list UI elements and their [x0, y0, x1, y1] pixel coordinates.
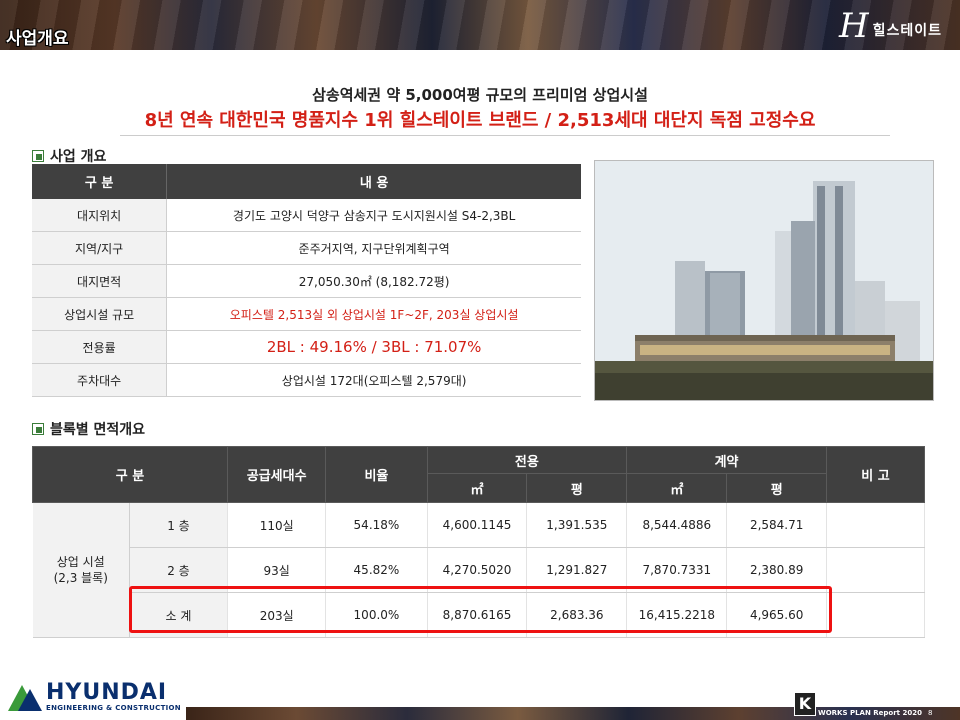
overview-heading-text: 사업 개요 [50, 149, 107, 165]
headline-highlight: 8년 연속 대한민국 명품지수 1위 힐스테이트 브랜드 / 2,513세대 대… [144, 110, 816, 131]
group-label-line1: 상업 시설 [56, 555, 105, 569]
supply-cell: 93실 [227, 547, 327, 593]
bullet-square-icon [32, 150, 44, 162]
contract-pyeong-cell: 2,380.89 [726, 547, 827, 593]
row-value: 오피스텔 2,513실 외 상업시설 1F~2F, 203실 상업시설 [166, 297, 581, 331]
col-ratio: 비율 [325, 446, 428, 503]
col-note: 비 고 [825, 446, 926, 503]
contract-sqm-cell: 7,870.7331 [626, 547, 728, 593]
col-contract-sqm: ㎡ [626, 473, 728, 503]
row-value: 2BL : 49.16% / 3BL : 71.07% [166, 330, 581, 364]
block-area-heading: 블록별 면적개요 [32, 419, 145, 439]
headline-main: 삼송역세권 약 5,000여평 규모의 프리미엄 상업시설 [312, 86, 648, 104]
contract-pyeong-cell: 2,584.71 [726, 502, 827, 548]
row-label: 주차대수 [32, 363, 168, 397]
row-value: 상업시설 172대(오피스텔 2,579대) [166, 363, 581, 397]
building-illustration [595, 161, 933, 400]
col-exclusive: 전용 [426, 446, 628, 474]
contract-sqm-cell: 8,544.4886 [626, 502, 728, 548]
exclusive-sqm-cell: 4,270.5020 [427, 547, 528, 593]
report-label: WORKS PLAN Report 2020 [818, 709, 922, 717]
row-value: 27,050.30㎡ (8,182.72평) [166, 264, 581, 298]
overview-heading: 사업 개요 [32, 146, 106, 166]
supply-cell: 110실 [227, 502, 327, 548]
group-label-line2: (2,3 블록) [53, 571, 108, 585]
block-header-row: 구 분 공급세대수 비율 전용 계약 비 고 [32, 446, 926, 503]
section-title: 사업개요 [6, 29, 69, 49]
col-exclusive-pyeong: 평 [526, 473, 628, 503]
exclusive-pyeong-cell: 1,391.535 [526, 502, 628, 548]
table-row: 대지면적 27,050.30㎡ (8,182.72평) [32, 264, 581, 298]
table-row: 지역/지구 준주거지역, 지구단위계획구역 [32, 231, 581, 265]
note-cell [826, 592, 926, 638]
block-area-heading-text: 블록별 면적개요 [50, 422, 146, 438]
col-supply: 공급세대수 [226, 446, 327, 503]
hyundai-triangle-icon [8, 685, 42, 711]
overview-col-value: 내 용 [166, 164, 581, 199]
exclusive-pyeong-cell: 1,291.827 [526, 547, 628, 593]
overview-col-label: 구 분 [32, 164, 168, 199]
overview-header-row: 구 분 내 용 [32, 164, 581, 199]
row-label: 지역/지구 [32, 231, 168, 265]
table-row: 상업 시설 (2,3 블록) 1 층 110실 54.18% 4,600.114… [32, 502, 926, 638]
k-badge-icon: K [794, 692, 816, 716]
table-row: 상업시설 규모 오피스텔 2,513실 외 상업시설 1F~2F, 203실 상… [32, 297, 581, 331]
col-contract: 계약 [626, 446, 827, 474]
block-area-table: 구 분 공급세대수 비율 전용 계약 비 고 ㎡ 평 ㎡ 평 상업 시설 (2,… [32, 446, 926, 638]
brand-logo: H 힐스테이트 [839, 8, 942, 44]
ratio-cell: 54.18% [325, 502, 428, 548]
block-subheader-row: ㎡ 평 ㎡ 평 [33, 473, 925, 503]
row-label: 대지면적 [32, 264, 168, 298]
bullet-square-icon [32, 423, 44, 435]
row-label: 상업시설 규모 [32, 297, 168, 331]
note-cell [826, 547, 926, 593]
row-value: 경기도 고양시 덕양구 삼송지구 도시지원시설 S4-2,3BL [166, 199, 581, 232]
row-label: 전용률 [32, 330, 168, 364]
hyundai-subtitle: ENGINEERING & CONSTRUCTION [46, 704, 181, 712]
brand-mark-icon: H [838, 6, 869, 46]
table-row: 2 층 93실 45.82% 4,270.5020 1,291.827 7,87… [33, 547, 926, 593]
exclusive-sqm-cell: 4,600.1145 [427, 502, 528, 548]
building-rendering-image [594, 160, 934, 401]
overview-table: 구 분 내 용 대지위치 경기도 고양시 덕양구 삼송지구 도시지원시설 S4-… [32, 164, 581, 397]
table-row: 주차대수 상업시설 172대(오피스텔 2,579대) [32, 363, 581, 397]
table-row: 전용률 2BL : 49.16% / 3BL : 71.07% [32, 330, 581, 364]
headline-divider [120, 135, 890, 136]
footer-banner [186, 707, 960, 720]
row-value: 준주거지역, 지구단위계획구역 [166, 231, 581, 265]
col-exclusive-sqm: ㎡ [426, 473, 528, 503]
note-cell [826, 502, 926, 548]
floor-cell: 1 층 [129, 502, 228, 548]
col-contract-pyeong: 평 [726, 473, 827, 503]
top-banner [0, 0, 960, 50]
table-row: 대지위치 경기도 고양시 덕양구 삼송지구 도시지원시설 S4-2,3BL [32, 199, 581, 232]
col-division: 구 분 [32, 446, 228, 503]
top-banner-pattern [0, 0, 960, 50]
subtotal-highlight-box [129, 586, 832, 633]
hyundai-logo: HYUNDAI ENGINEERING & CONSTRUCTION [8, 682, 181, 712]
ratio-cell: 45.82% [325, 547, 428, 593]
group-label: 상업 시설 (2,3 블록) [32, 502, 130, 638]
floor-cell: 2 층 [129, 547, 228, 593]
page-number: 8 [928, 709, 933, 717]
hyundai-name: HYUNDAI [46, 680, 168, 705]
brand-name: 힐스테이트 [872, 23, 942, 39]
row-label: 대지위치 [32, 199, 168, 232]
